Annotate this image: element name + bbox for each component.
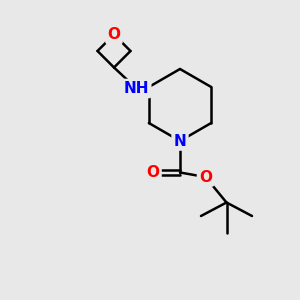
Text: N: N xyxy=(174,134,186,148)
Text: O: O xyxy=(107,27,121,42)
Text: O: O xyxy=(199,169,212,184)
Text: O: O xyxy=(146,165,160,180)
Text: NH: NH xyxy=(124,81,149,96)
